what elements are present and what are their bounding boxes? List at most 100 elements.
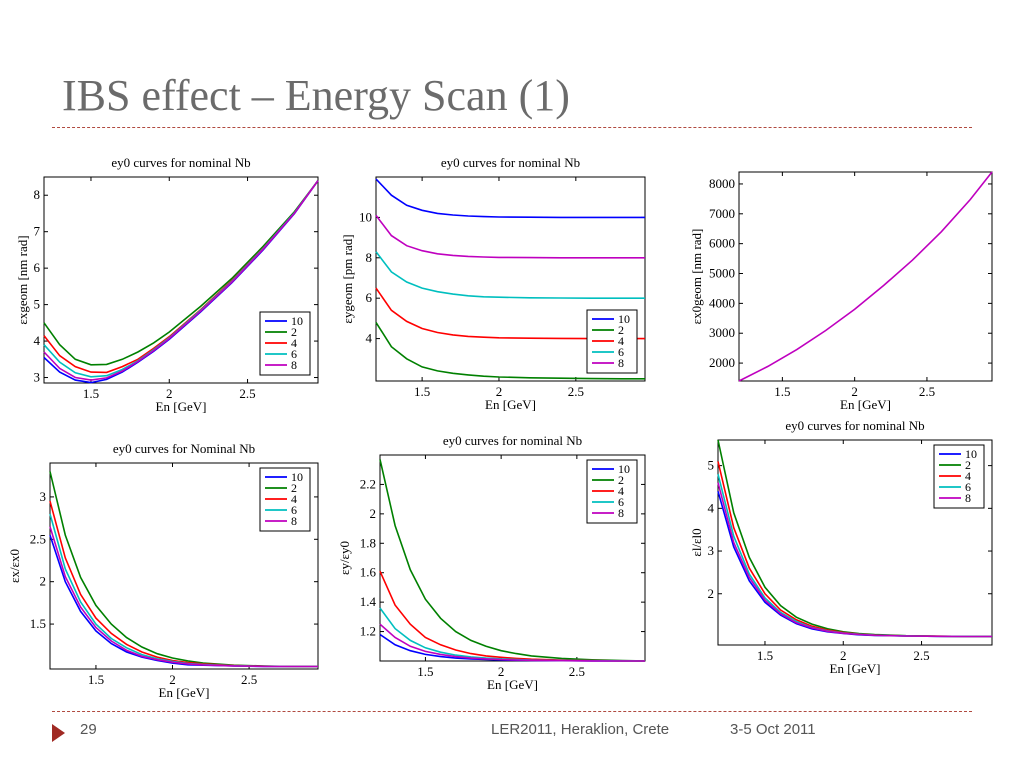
y-tick-label: 5 — [708, 458, 715, 473]
x-tick-label: 1.5 — [417, 664, 433, 679]
x-tick-label: 2.5 — [239, 386, 255, 401]
legend-entry: 10 — [291, 470, 303, 484]
legend-entry: 2 — [291, 325, 297, 339]
footer-conference: LER2011, Heraklion, Crete — [491, 721, 670, 738]
y-tick-label: 4000 — [709, 295, 735, 310]
legend-entry: 8 — [291, 514, 297, 528]
legend-entry: 6 — [291, 347, 297, 361]
footer-date: 3-5 Oct 2011 — [730, 721, 816, 738]
y-tick-label: 3 — [708, 543, 715, 558]
legend-entry: 10 — [965, 447, 977, 461]
plot-area — [738, 171, 993, 382]
chart-title: ey0 curves for nominal Nb — [111, 155, 250, 170]
y-tick-label: 2 — [40, 574, 47, 589]
series-line-2 — [379, 459, 646, 662]
chart-title: ey0 curves for Nominal Nb — [113, 441, 255, 456]
series-line-4 — [375, 287, 645, 340]
x-axis-label: En [GeV] — [830, 661, 881, 676]
legend-entry: 8 — [618, 506, 624, 520]
y-tick-label: 7 — [34, 224, 41, 239]
x-tick-label: 2 — [840, 648, 847, 663]
series-line-6 — [375, 251, 645, 300]
series-line-8 — [379, 623, 645, 662]
x-tick-label: 2 — [166, 386, 173, 401]
y-tick-label: 4 — [708, 500, 715, 515]
y-tick-label: 5000 — [709, 266, 735, 281]
y-tick-label: 6 — [34, 260, 41, 275]
y-tick-label: 8 — [366, 250, 373, 265]
y-tick-label: 2 — [370, 506, 377, 521]
y-tick-label: 5 — [34, 297, 41, 312]
y-tick-label: 4 — [34, 333, 41, 348]
y-axis-label: εx/εx0 — [7, 549, 22, 583]
y-tick-label: 4 — [366, 331, 373, 346]
series-line-2 — [43, 180, 319, 366]
y-axis-label: εx0geom [nm rad] — [689, 229, 704, 325]
legend-entry: 2 — [618, 323, 624, 337]
legend-entry: 6 — [618, 345, 624, 359]
legend-entry: 6 — [965, 480, 971, 494]
x-axis-label: En [GeV] — [156, 399, 207, 414]
page-number: 29 — [80, 721, 97, 738]
series-line-8 — [717, 482, 992, 638]
x-axis-label: En [GeV] — [159, 685, 210, 700]
legend-entry: 8 — [618, 356, 624, 370]
legend-entry: 4 — [291, 336, 297, 350]
x-axis-label: En [GeV] — [487, 677, 538, 692]
y-tick-label: 6 — [366, 290, 373, 305]
y-tick-label: 2 — [708, 586, 715, 601]
x-tick-label: 2.5 — [919, 384, 935, 399]
x-tick-label: 2 — [498, 664, 505, 679]
y-tick-label: 3000 — [709, 325, 735, 340]
legend-entry: 6 — [291, 503, 297, 517]
y-tick-label: 1.8 — [360, 535, 376, 550]
y-tick-label: 2000 — [709, 355, 735, 370]
x-tick-label: 2 — [169, 672, 176, 687]
y-tick-label: 3 — [34, 370, 41, 385]
x-tick-label: 1.5 — [757, 648, 773, 663]
series-line-8 — [375, 214, 645, 259]
x-tick-label: 2.5 — [568, 384, 584, 399]
legend-entry: 10 — [291, 314, 303, 328]
y-tick-label: 8000 — [709, 176, 735, 191]
x-axis-label: En [GeV] — [840, 397, 891, 412]
y-tick-label: 10 — [359, 209, 372, 224]
footer-arrow-icon — [52, 724, 65, 742]
x-tick-label: 1.5 — [83, 386, 99, 401]
x-tick-label: 1.5 — [88, 672, 104, 687]
x-tick-label: 2.5 — [241, 672, 257, 687]
series-line-8 — [43, 180, 319, 381]
x-tick-label: 1.5 — [414, 384, 430, 399]
x-tick-label: 2.5 — [569, 664, 585, 679]
series-line-8 — [49, 526, 318, 668]
series-line-0 — [738, 171, 993, 382]
y-tick-label: 7000 — [709, 206, 735, 221]
y-axis-label: εy/εy0 — [337, 541, 352, 575]
y-tick-label: 8 — [34, 187, 41, 202]
legend-entry: 6 — [618, 495, 624, 509]
y-tick-label: 1.6 — [360, 565, 377, 580]
y-tick-label: 3 — [40, 489, 47, 504]
legend-entry: 4 — [965, 469, 971, 483]
y-tick-label: 2.5 — [30, 531, 46, 546]
y-tick-label: 2.2 — [360, 476, 376, 491]
legend-entry: 2 — [618, 473, 624, 487]
x-tick-label: 2 — [496, 384, 503, 399]
y-axis-label: εxgeom [nm rad] — [15, 235, 30, 324]
y-axis-label: εl/εl0 — [689, 528, 704, 556]
legend-entry: 10 — [618, 462, 630, 476]
y-tick-label: 6000 — [709, 236, 735, 251]
legend-entry: 4 — [291, 492, 297, 506]
x-tick-label: 2 — [851, 384, 858, 399]
chart-title: ey0 curves for nominal Nb — [443, 433, 582, 448]
footer-divider — [52, 711, 972, 712]
slide-title: IBS effect – Energy Scan (1) — [62, 71, 570, 120]
